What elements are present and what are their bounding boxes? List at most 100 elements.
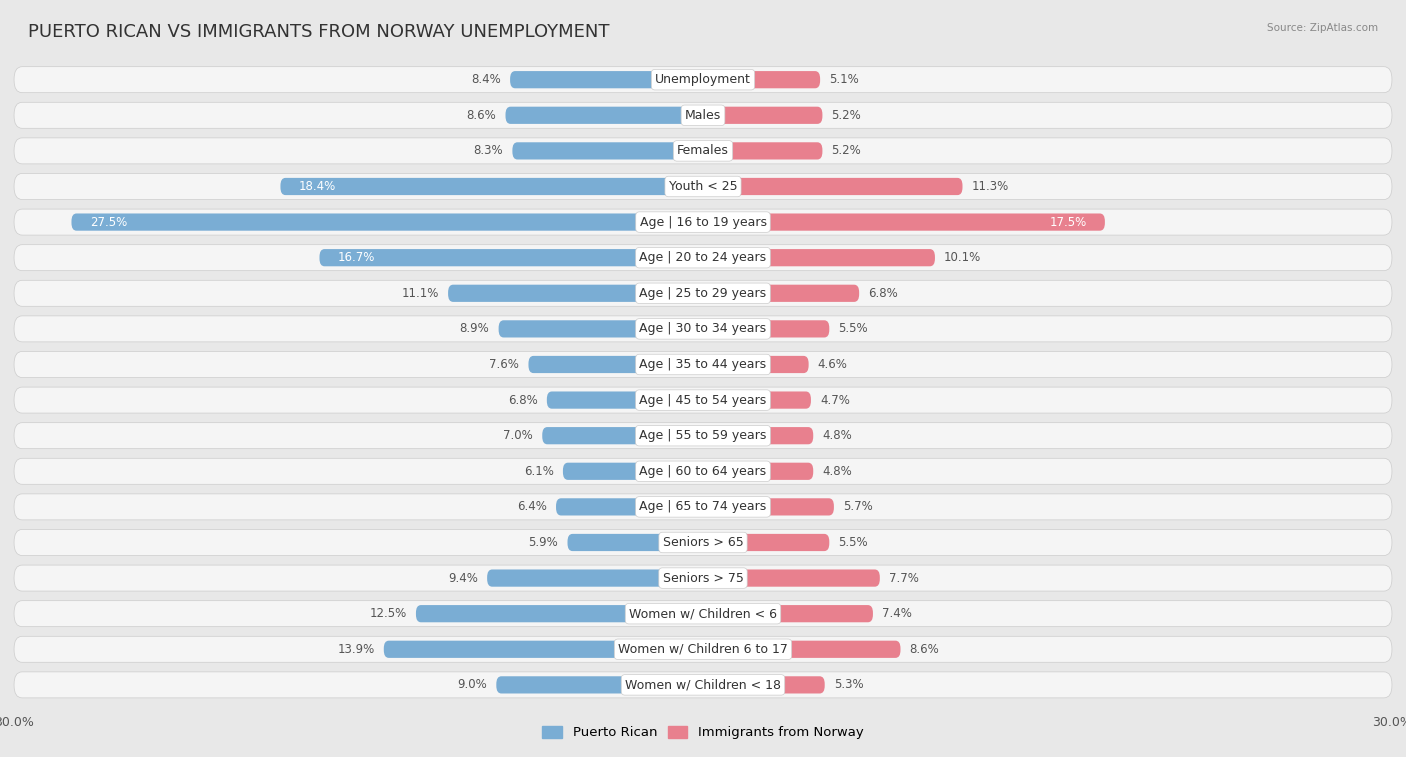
Text: 10.1%: 10.1%	[945, 251, 981, 264]
FancyBboxPatch shape	[703, 676, 825, 693]
FancyBboxPatch shape	[384, 640, 703, 658]
FancyBboxPatch shape	[703, 605, 873, 622]
Text: 5.5%: 5.5%	[838, 536, 868, 549]
Text: 5.7%: 5.7%	[844, 500, 873, 513]
Text: 9.4%: 9.4%	[449, 572, 478, 584]
Text: Age | 35 to 44 years: Age | 35 to 44 years	[640, 358, 766, 371]
Text: Age | 30 to 34 years: Age | 30 to 34 years	[640, 322, 766, 335]
Text: 4.8%: 4.8%	[823, 429, 852, 442]
Text: 9.0%: 9.0%	[457, 678, 486, 691]
FancyBboxPatch shape	[496, 676, 703, 693]
FancyBboxPatch shape	[703, 391, 811, 409]
FancyBboxPatch shape	[14, 351, 1392, 378]
Text: Seniors > 75: Seniors > 75	[662, 572, 744, 584]
FancyBboxPatch shape	[14, 245, 1392, 271]
FancyBboxPatch shape	[14, 458, 1392, 484]
Text: 5.5%: 5.5%	[838, 322, 868, 335]
FancyBboxPatch shape	[703, 249, 935, 266]
Text: 5.1%: 5.1%	[830, 73, 859, 86]
Text: 5.3%: 5.3%	[834, 678, 863, 691]
FancyBboxPatch shape	[319, 249, 703, 266]
Text: 4.7%: 4.7%	[820, 394, 851, 407]
FancyBboxPatch shape	[547, 391, 703, 409]
FancyBboxPatch shape	[529, 356, 703, 373]
FancyBboxPatch shape	[14, 173, 1392, 200]
FancyBboxPatch shape	[703, 285, 859, 302]
FancyBboxPatch shape	[562, 463, 703, 480]
FancyBboxPatch shape	[14, 529, 1392, 556]
Text: 27.5%: 27.5%	[90, 216, 127, 229]
Text: 17.5%: 17.5%	[1049, 216, 1087, 229]
FancyBboxPatch shape	[703, 569, 880, 587]
FancyBboxPatch shape	[14, 565, 1392, 591]
FancyBboxPatch shape	[72, 213, 703, 231]
Text: 6.4%: 6.4%	[517, 500, 547, 513]
FancyBboxPatch shape	[703, 142, 823, 160]
Text: Age | 55 to 59 years: Age | 55 to 59 years	[640, 429, 766, 442]
FancyBboxPatch shape	[14, 422, 1392, 449]
Text: 5.9%: 5.9%	[529, 536, 558, 549]
Text: 5.2%: 5.2%	[831, 145, 862, 157]
FancyBboxPatch shape	[499, 320, 703, 338]
Text: 4.6%: 4.6%	[818, 358, 848, 371]
Text: Age | 16 to 19 years: Age | 16 to 19 years	[640, 216, 766, 229]
Text: Age | 60 to 64 years: Age | 60 to 64 years	[640, 465, 766, 478]
Text: 7.0%: 7.0%	[503, 429, 533, 442]
Text: Females: Females	[678, 145, 728, 157]
Text: Males: Males	[685, 109, 721, 122]
Text: 6.8%: 6.8%	[508, 394, 537, 407]
Text: PUERTO RICAN VS IMMIGRANTS FROM NORWAY UNEMPLOYMENT: PUERTO RICAN VS IMMIGRANTS FROM NORWAY U…	[28, 23, 610, 41]
FancyBboxPatch shape	[506, 107, 703, 124]
Text: 7.7%: 7.7%	[889, 572, 920, 584]
FancyBboxPatch shape	[703, 320, 830, 338]
Text: Age | 65 to 74 years: Age | 65 to 74 years	[640, 500, 766, 513]
Text: 12.5%: 12.5%	[370, 607, 406, 620]
FancyBboxPatch shape	[555, 498, 703, 516]
FancyBboxPatch shape	[703, 178, 963, 195]
FancyBboxPatch shape	[14, 138, 1392, 164]
Text: 11.1%: 11.1%	[402, 287, 439, 300]
Text: 8.9%: 8.9%	[460, 322, 489, 335]
FancyBboxPatch shape	[14, 387, 1392, 413]
FancyBboxPatch shape	[14, 494, 1392, 520]
Text: Youth < 25: Youth < 25	[669, 180, 737, 193]
Text: Age | 25 to 29 years: Age | 25 to 29 years	[640, 287, 766, 300]
Text: 7.4%: 7.4%	[882, 607, 912, 620]
Text: Women w/ Children < 18: Women w/ Children < 18	[626, 678, 780, 691]
FancyBboxPatch shape	[14, 672, 1392, 698]
Text: Women w/ Children < 6: Women w/ Children < 6	[628, 607, 778, 620]
Text: Seniors > 65: Seniors > 65	[662, 536, 744, 549]
FancyBboxPatch shape	[703, 463, 813, 480]
Text: 8.3%: 8.3%	[474, 145, 503, 157]
FancyBboxPatch shape	[449, 285, 703, 302]
FancyBboxPatch shape	[703, 534, 830, 551]
Text: Source: ZipAtlas.com: Source: ZipAtlas.com	[1267, 23, 1378, 33]
FancyBboxPatch shape	[14, 102, 1392, 128]
Text: Age | 45 to 54 years: Age | 45 to 54 years	[640, 394, 766, 407]
Text: 4.8%: 4.8%	[823, 465, 852, 478]
Text: Women w/ Children 6 to 17: Women w/ Children 6 to 17	[619, 643, 787, 656]
FancyBboxPatch shape	[703, 71, 820, 89]
Text: 7.6%: 7.6%	[489, 358, 519, 371]
FancyBboxPatch shape	[703, 640, 900, 658]
Text: 8.6%: 8.6%	[467, 109, 496, 122]
FancyBboxPatch shape	[568, 534, 703, 551]
FancyBboxPatch shape	[510, 71, 703, 89]
Text: 13.9%: 13.9%	[337, 643, 374, 656]
FancyBboxPatch shape	[14, 601, 1392, 627]
FancyBboxPatch shape	[703, 213, 1105, 231]
Text: 16.7%: 16.7%	[337, 251, 375, 264]
FancyBboxPatch shape	[416, 605, 703, 622]
FancyBboxPatch shape	[280, 178, 703, 195]
FancyBboxPatch shape	[703, 427, 813, 444]
FancyBboxPatch shape	[14, 280, 1392, 307]
FancyBboxPatch shape	[486, 569, 703, 587]
Text: 5.2%: 5.2%	[831, 109, 862, 122]
Text: 8.4%: 8.4%	[471, 73, 501, 86]
Text: Unemployment: Unemployment	[655, 73, 751, 86]
FancyBboxPatch shape	[14, 637, 1392, 662]
FancyBboxPatch shape	[703, 498, 834, 516]
FancyBboxPatch shape	[512, 142, 703, 160]
Text: 11.3%: 11.3%	[972, 180, 1010, 193]
FancyBboxPatch shape	[703, 356, 808, 373]
